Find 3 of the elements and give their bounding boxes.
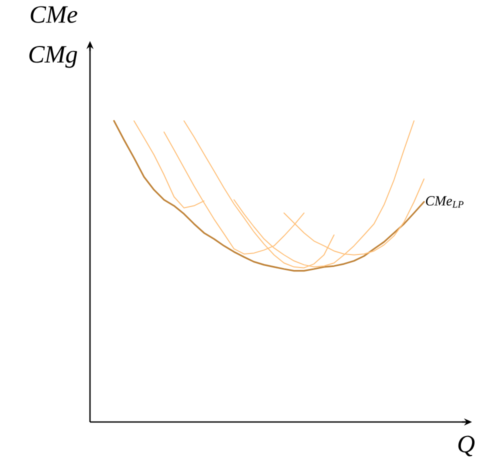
x-axis-title: Q: [458, 436, 475, 456]
y-axis-title: CMe CMg: [29, 6, 78, 68]
series-label: CMe$_{LP}$: [426, 196, 464, 208]
